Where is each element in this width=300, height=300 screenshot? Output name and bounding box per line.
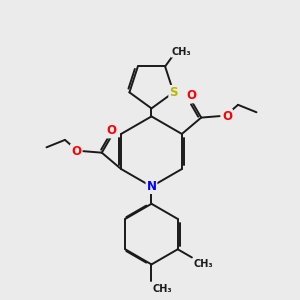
Text: CH₃: CH₃: [171, 47, 191, 57]
Text: CH₃: CH₃: [153, 284, 172, 294]
Text: O: O: [106, 124, 116, 137]
Text: N: N: [146, 180, 157, 193]
Text: O: O: [222, 110, 232, 123]
Text: CH₃: CH₃: [194, 259, 213, 269]
Text: O: O: [71, 145, 81, 158]
Text: O: O: [187, 89, 197, 102]
Text: S: S: [169, 86, 178, 99]
